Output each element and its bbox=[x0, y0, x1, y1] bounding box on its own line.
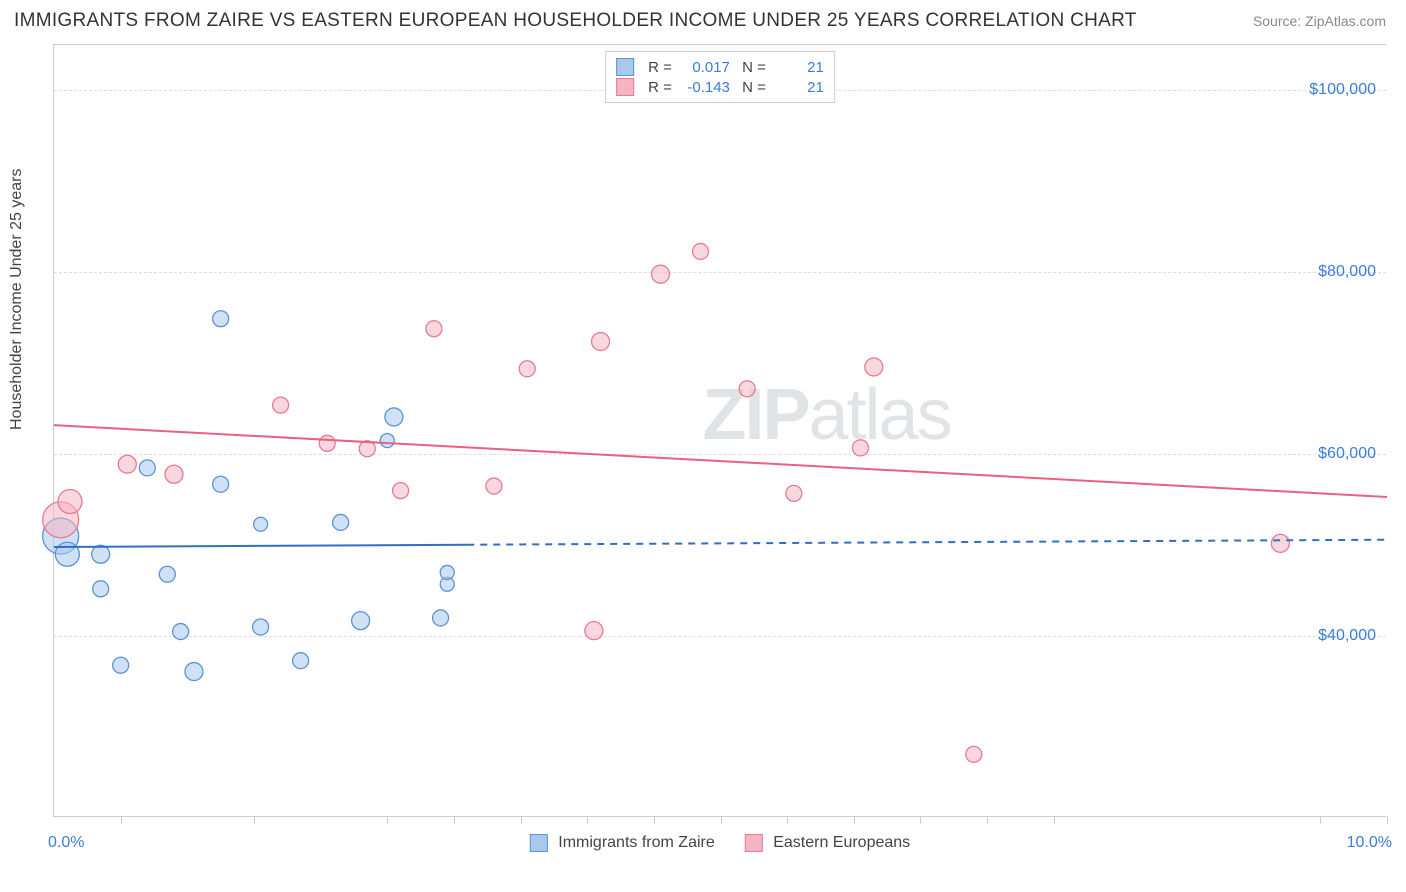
chart-title: IMMIGRANTS FROM ZAIRE VS EASTERN EUROPEA… bbox=[14, 10, 1137, 32]
legend-swatch-0 bbox=[530, 834, 548, 852]
swatch-series-0 bbox=[616, 58, 634, 76]
stats-row-series-1: R = -0.143 N = 21 bbox=[616, 78, 824, 96]
legend-swatch-1 bbox=[745, 834, 763, 852]
stats-legend: R = 0.017 N = 21 R = -0.143 N = 21 bbox=[605, 51, 835, 103]
source-label: Source: ZipAtlas.com bbox=[1253, 13, 1386, 29]
legend-item-0: Immigrants from Zaire bbox=[530, 834, 715, 852]
swatch-series-1 bbox=[616, 78, 634, 96]
chart-area: ZIPatlas $40,000$60,000$80,000$100,000 R… bbox=[53, 44, 1386, 817]
x-min-label: 0.0% bbox=[48, 834, 84, 852]
legend-item-1: Eastern Europeans bbox=[745, 834, 910, 852]
scatter-plot bbox=[54, 45, 1386, 816]
series-legend: Immigrants from Zaire Eastern Europeans bbox=[530, 834, 910, 852]
y-axis-label: Householder Income Under 25 years bbox=[8, 169, 26, 430]
x-max-label: 10.0% bbox=[1347, 834, 1392, 852]
stats-row-series-0: R = 0.017 N = 21 bbox=[616, 58, 824, 76]
header: IMMIGRANTS FROM ZAIRE VS EASTERN EUROPEA… bbox=[0, 0, 1406, 37]
